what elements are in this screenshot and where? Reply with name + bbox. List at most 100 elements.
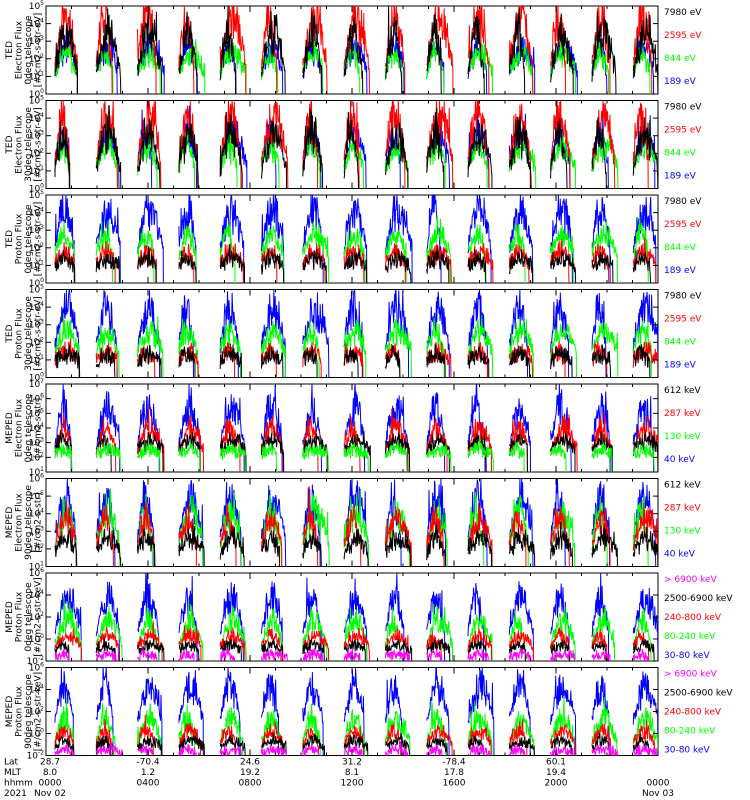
legend-entry: 287 keV bbox=[664, 409, 701, 419]
y-tick-exponent: 2 bbox=[40, 451, 44, 458]
y-axis-title: TEDProton Flux0deg telescope[#/cm2-s-str… bbox=[5, 202, 44, 277]
y-axis-title-line: TED bbox=[5, 41, 15, 60]
y-tick-exponent: 2 bbox=[40, 242, 44, 249]
y-tick-exponent: 1 bbox=[40, 466, 44, 473]
legend-entry: 844 eV bbox=[664, 243, 697, 253]
y-tick-exponent: 4 bbox=[40, 422, 44, 429]
y-tick-exponent: 6 bbox=[40, 662, 44, 669]
legend-entry: 130 keV bbox=[664, 432, 701, 442]
legend-entry: 7980 eV bbox=[664, 292, 702, 302]
time-axis-hhmm: 0000 bbox=[647, 779, 670, 789]
y-axis-title-line: 90deg telescope bbox=[24, 485, 34, 560]
y-tick-exponent: 2 bbox=[40, 53, 44, 60]
time-axis-lat: -78.4 bbox=[442, 758, 466, 768]
y-tick-exponent: 0 bbox=[40, 633, 44, 640]
series-group bbox=[54, 100, 658, 189]
legend-entry: 7980 eV bbox=[664, 197, 702, 207]
y-tick-exponent: 2 bbox=[40, 706, 44, 713]
series-trace-1 bbox=[54, 667, 658, 756]
series-trace-4 bbox=[54, 343, 651, 378]
y-axis-title-line: TED bbox=[5, 135, 15, 154]
y-tick-exponent: 3 bbox=[40, 525, 44, 532]
series-trace-4 bbox=[54, 6, 658, 94]
time-axis-date: Nov 02 bbox=[34, 789, 66, 799]
legend-entry: 240-800 keV bbox=[664, 708, 722, 718]
series-group bbox=[54, 384, 658, 472]
y-axis-title-line: Electron Flux bbox=[15, 20, 25, 79]
legend-entry: 287 keV bbox=[664, 504, 701, 514]
series-group bbox=[54, 478, 658, 567]
legend-entry: 2595 eV bbox=[664, 220, 702, 230]
legend-entry: 189 eV bbox=[664, 172, 697, 182]
time-axis-mlt: 19.4 bbox=[546, 768, 566, 778]
y-tick-exponent: 5 bbox=[40, 490, 44, 497]
time-axis-row-label: 2021 bbox=[4, 789, 27, 799]
legend-entry: 844 eV bbox=[664, 149, 697, 159]
y-tick-label: 105 bbox=[29, 189, 44, 201]
time-axis-hhmm: 0000 bbox=[39, 779, 62, 789]
y-axis-title-line: [#/cm2-s-str-keV] bbox=[34, 672, 44, 751]
time-axis-lat: -70.4 bbox=[136, 758, 160, 768]
legend-entry: 7980 eV bbox=[664, 8, 702, 18]
y-tick-exponent: 2 bbox=[40, 147, 44, 154]
legend-entry: 40 keV bbox=[664, 550, 696, 560]
y-tick-exponent: 1 bbox=[40, 259, 44, 266]
y-axis-title-line: Electron Flux bbox=[15, 398, 25, 457]
y-tick-exponent: 4 bbox=[40, 207, 44, 214]
y-axis-title: MEPEDElectron Flux90deg telescope[#/cm2-… bbox=[5, 485, 44, 560]
series-trace-4 bbox=[54, 105, 658, 189]
y-axis-title: MEPEDElectron Flux0deg telescope[#/cm2-s… bbox=[5, 393, 44, 463]
y-axis-title-line: TED bbox=[5, 230, 15, 249]
legend-entry: 2595 eV bbox=[664, 31, 702, 41]
time-axis-mlt: 1.2 bbox=[141, 768, 155, 778]
time-axis-hhmm: 1200 bbox=[341, 779, 364, 789]
y-tick-exponent: 6 bbox=[40, 567, 44, 574]
y-tick-exponent: 1 bbox=[40, 70, 44, 77]
y-axis-title: MEPEDProton Flux0deg telescope[#/cm2-s-s… bbox=[5, 577, 44, 656]
y-tick-exponent: -2 bbox=[38, 655, 44, 662]
y-tick-label: 105 bbox=[29, 284, 44, 296]
y-tick-exponent: 4 bbox=[40, 589, 44, 596]
time-axis-row-label: Lat bbox=[4, 758, 19, 768]
y-axis-title: TEDElectron Flux30deg telescope[#/cm2-s-… bbox=[5, 107, 44, 182]
y-tick-exponent: 4 bbox=[40, 18, 44, 25]
series-trace-3 bbox=[54, 621, 650, 661]
y-tick-exponent: 4 bbox=[40, 301, 44, 308]
legend-entry: 2595 eV bbox=[664, 126, 702, 136]
series-group bbox=[54, 289, 658, 378]
y-axis-title-line: MEPED bbox=[5, 507, 15, 539]
legend-entry: 612 keV bbox=[664, 481, 701, 491]
time-axis-row-label: MLT bbox=[4, 768, 22, 778]
time-axis-hhmm: 0800 bbox=[239, 779, 262, 789]
y-tick-exponent: 0 bbox=[40, 728, 44, 735]
y-tick-exponent: 7 bbox=[40, 378, 44, 385]
y-axis-title-line: Proton Flux bbox=[15, 686, 25, 737]
series-trace-3 bbox=[54, 486, 658, 567]
y-tick-exponent: 5 bbox=[40, 189, 44, 196]
y-axis-title-line: Proton Flux bbox=[15, 591, 25, 642]
y-tick-exponent: 3 bbox=[40, 224, 44, 231]
y-axis-title-line: 0deg telescope bbox=[24, 393, 34, 463]
y-tick-exponent: -2 bbox=[38, 750, 44, 757]
time-axis-hhmm: 2000 bbox=[545, 779, 568, 789]
y-axis-title-line: Proton Flux bbox=[15, 213, 25, 264]
legend-entry: 844 eV bbox=[664, 338, 697, 348]
legend-entry: 130 keV bbox=[664, 527, 701, 537]
time-axis-mlt: 8.1 bbox=[345, 768, 359, 778]
y-tick-exponent: 6 bbox=[40, 393, 44, 400]
legend-entry: > 6900 keV bbox=[664, 575, 718, 585]
time-axis-lat: 28.7 bbox=[40, 758, 60, 768]
y-tick-exponent: 0 bbox=[40, 88, 44, 95]
legend-entry: 2595 eV bbox=[664, 315, 702, 325]
time-axis-row-label: hhmm bbox=[4, 779, 33, 789]
legend-entry: 189 eV bbox=[664, 361, 697, 371]
y-axis-title: MEPEDProton Flux90deg telescope[#/cm2-s-… bbox=[5, 672, 44, 751]
y-tick-exponent: 5 bbox=[40, 407, 44, 414]
y-axis-title-line: [#/cm2-s-str-eV] bbox=[34, 107, 44, 182]
series-group bbox=[54, 667, 658, 756]
time-axis-lat: 60.1 bbox=[546, 758, 566, 768]
y-tick-label: 106 bbox=[29, 567, 44, 579]
